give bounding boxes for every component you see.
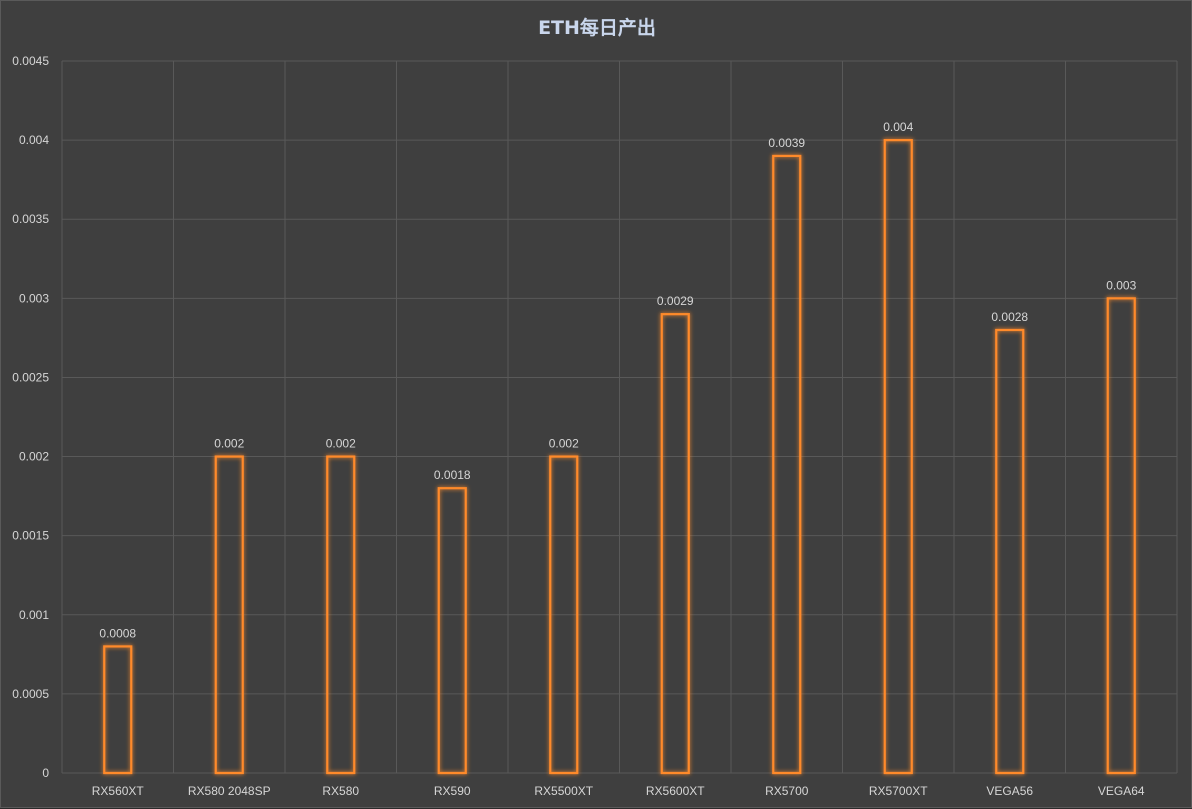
x-category-label: RX5500XT: [534, 784, 593, 798]
gridlines: [61, 60, 1178, 774]
bar: [660, 313, 690, 775]
data-label: 0.0029: [657, 294, 694, 308]
data-label: 0.002: [326, 437, 356, 451]
bar: [437, 487, 467, 775]
x-category-label: VEGA56: [986, 784, 1033, 798]
data-label: 0.0008: [99, 626, 136, 640]
x-category-label: RX5700XT: [869, 784, 928, 798]
x-category-label: RX580 2048SP: [188, 784, 271, 798]
chart-title: ETH每日产出: [538, 17, 656, 39]
x-category-label: VEGA64: [1098, 784, 1145, 798]
bar: [772, 154, 802, 775]
y-tick-label: 0.0025: [12, 370, 49, 384]
x-category-label: RX590: [434, 784, 471, 798]
y-tick-label: 0.0005: [12, 687, 49, 701]
bar: [103, 645, 133, 775]
x-axis-categories: RX560XT RX580 2048SP RX580 RX590 RX5500XT RX5…: [92, 784, 1145, 798]
bar: [549, 455, 579, 775]
y-tick-label: 0.004: [19, 133, 49, 147]
data-label: 0.002: [549, 437, 579, 451]
data-label: 0.004: [883, 120, 913, 134]
y-tick-label: 0.001: [19, 608, 49, 622]
bar: [1106, 297, 1136, 775]
y-tick-label: 0.0015: [12, 529, 49, 543]
x-category-label: RX580: [322, 784, 359, 798]
data-label: 0.002: [214, 437, 244, 451]
y-tick-label: 0.0035: [12, 212, 49, 226]
bars: [103, 139, 1136, 775]
bar: [214, 455, 244, 775]
data-label: 0.0028: [991, 310, 1028, 324]
y-tick-label: 0: [42, 766, 49, 780]
bar: [883, 139, 913, 775]
data-label: 0.003: [1106, 278, 1136, 292]
data-label: 0.0039: [768, 136, 805, 150]
y-tick-label: 0.0045: [12, 54, 49, 68]
data-label: 0.0018: [434, 468, 471, 482]
y-axis-ticks: 0 0.0005 0.001 0.0015 0.002 0.0025 0.003 0.0035…: [12, 54, 49, 780]
data-labels: 0.0008 0.002 0.002 0.0018 0.002 0.0029 0.0039 0…: [99, 120, 1136, 640]
bar: [326, 455, 356, 775]
y-tick-label: 0.002: [19, 450, 49, 464]
x-category-label: RX5600XT: [646, 784, 705, 798]
x-category-label: RX5700: [765, 784, 809, 798]
x-category-label: RX560XT: [92, 784, 145, 798]
bar: [995, 328, 1025, 775]
y-tick-label: 0.003: [19, 291, 49, 305]
